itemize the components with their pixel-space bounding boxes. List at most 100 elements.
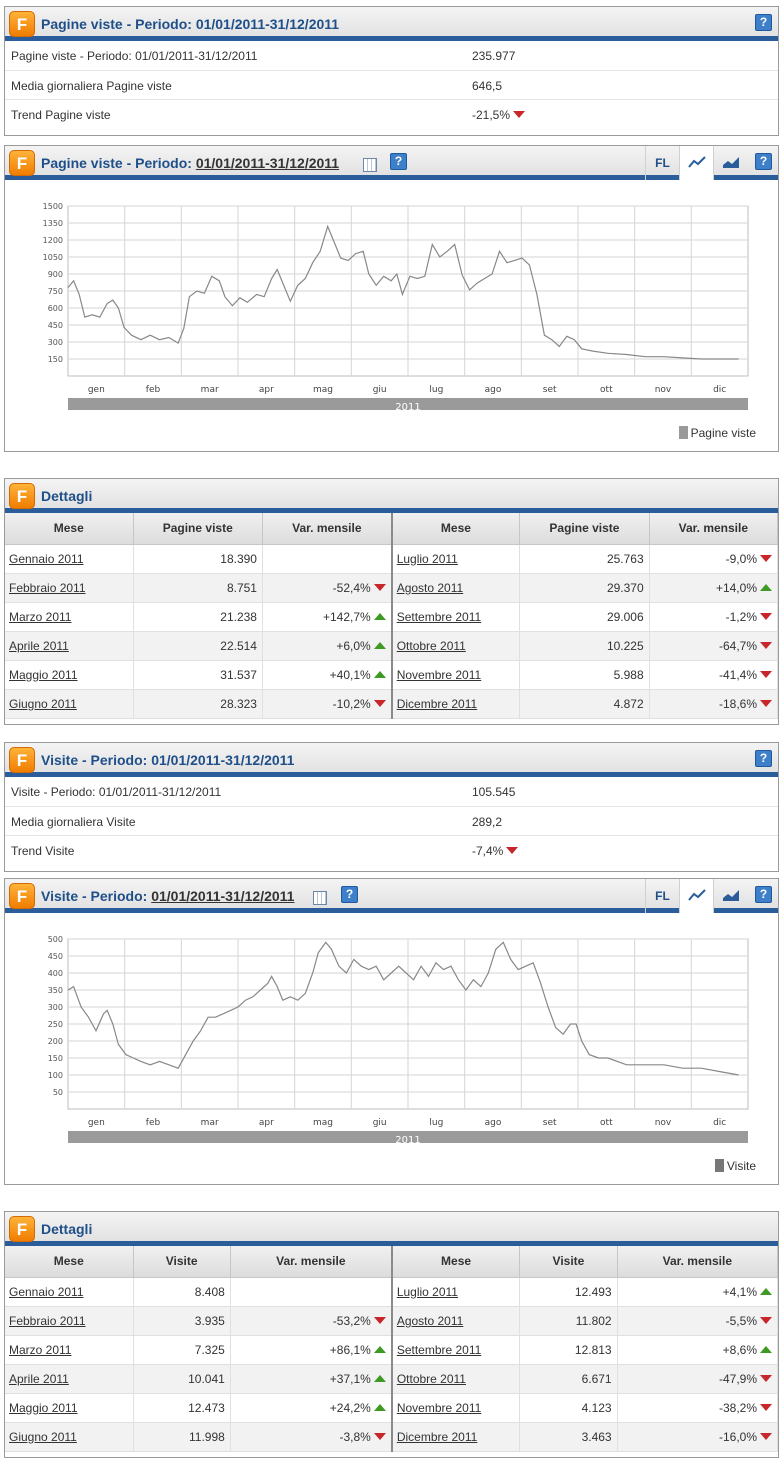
y-tick-label: 200 [48, 1037, 63, 1046]
help-icon[interactable]: ? [341, 886, 358, 903]
F-logo-icon: F [9, 747, 35, 773]
value-cell: 3.463 [519, 1422, 618, 1452]
month-link[interactable]: Agosto 2011 [391, 573, 521, 603]
variation-cell: -5,5% [617, 1306, 779, 1336]
variation-cell: -38,2% [617, 1393, 779, 1423]
column-header: Mese [391, 513, 521, 545]
down-arrow-icon [760, 670, 772, 678]
month-link[interactable]: Dicembre 2011 [391, 1422, 521, 1452]
table-row: Marzo 2011 7.325 +86,1% Settembre 2011 12.81… [5, 1335, 779, 1365]
variation-value: +6,0% [336, 638, 371, 653]
variation-cell: -1,2% [649, 602, 779, 632]
v-chart-header: F Visite - Periodo: 01/01/2011-31/12/201… [5, 879, 778, 913]
area-chart-icon [722, 157, 739, 168]
calendar-icon[interactable] [313, 891, 327, 905]
up-arrow-icon [760, 583, 772, 591]
month-link[interactable]: Maggio 2011 [5, 660, 134, 690]
column-header: Var. mensile [617, 1246, 779, 1278]
value-cell: 5.988 [519, 660, 650, 690]
variation-cell: +37,1% [230, 1364, 393, 1394]
down-arrow-icon [513, 111, 526, 118]
month-link[interactable]: Marzo 2011 [5, 602, 134, 632]
area-chart-button[interactable] [713, 879, 747, 913]
month-link[interactable]: Dicembre 2011 [391, 689, 521, 719]
kv-value: 105.545 [472, 785, 516, 799]
line-chart-button[interactable] [679, 146, 713, 180]
pv-summary-panel: F Pagine viste - Periodo: 01/01/2011-31/… [4, 6, 779, 136]
period-link[interactable]: 01/01/2011-31/12/2011 [151, 888, 295, 904]
table-row: Aprile 2011 10.041 +37,1% Ottobre 2011 6.671… [5, 1364, 779, 1394]
v-chart-area: 50 100 150 200 250 300 350 400 450 500 gen feb mar ap… [5, 913, 778, 1173]
month-link[interactable]: Giugno 2011 [5, 689, 134, 719]
variation-cell: -3,8% [230, 1422, 393, 1452]
variation-value: -64,7% [718, 638, 757, 653]
up-arrow-icon [373, 1403, 386, 1411]
month-link[interactable]: Maggio 2011 [5, 1393, 134, 1423]
period-link[interactable]: 01/01/2011-31/12/2011 [195, 155, 340, 171]
value-cell: 29.370 [519, 573, 650, 603]
help-icon[interactable]: ? [390, 153, 407, 170]
month-link[interactable]: Agosto 2011 [391, 1306, 521, 1336]
month-link[interactable]: Ottobre 2011 [391, 631, 521, 661]
variation-value: -1,2% [725, 609, 757, 624]
month-link[interactable]: Febbraio 2011 [5, 573, 134, 603]
y-tick-label: 600 [48, 304, 63, 313]
x-tick-label: set [543, 1118, 557, 1128]
legend-label: Visite [726, 1159, 756, 1173]
variation-value: +37,1% [329, 1371, 371, 1386]
help-icon[interactable]: ? [755, 750, 772, 767]
month-link[interactable]: Gennaio 2011 [5, 1277, 134, 1307]
y-tick-label: 900 [48, 270, 63, 279]
x-tick-label: gen [88, 1118, 105, 1128]
month-link[interactable]: Luglio 2011 [391, 1277, 521, 1307]
y-tick-label: 400 [48, 969, 63, 978]
column-header: Var. mensile [230, 1246, 393, 1278]
y-tick-label: 50 [53, 1088, 63, 1097]
value-cell: 31.537 [133, 660, 263, 690]
area-chart-button[interactable] [713, 146, 747, 180]
line-chart-icon [687, 889, 706, 901]
calendar-icon[interactable] [363, 158, 377, 172]
variation-value: +24,2% [329, 1400, 371, 1415]
month-link[interactable]: Febbraio 2011 [5, 1306, 134, 1336]
line-chart-button[interactable] [679, 879, 713, 913]
month-link[interactable]: Giugno 2011 [5, 1422, 134, 1452]
pv-line-chart: 150 300 450 600 750 900 1050 1200 1350 1500 gen feb… [43, 202, 749, 414]
column-header: Visite [133, 1246, 231, 1278]
x-tick-label: apr [259, 1118, 274, 1128]
month-link[interactable]: Gennaio 2011 [5, 544, 134, 574]
variation-cell [230, 1277, 393, 1307]
x-tick-label: ago [485, 385, 502, 395]
value-cell: 11.998 [133, 1422, 231, 1452]
column-header: Pagine viste [519, 513, 650, 545]
y-tick-label: 1500 [43, 202, 63, 211]
month-link[interactable]: Marzo 2011 [5, 1335, 134, 1365]
x-tick-label: ott [600, 385, 613, 395]
help-icon[interactable]: ? [755, 886, 772, 903]
month-link[interactable]: Settembre 2011 [391, 1335, 521, 1365]
F-logo-icon: F [9, 883, 35, 909]
help-icon[interactable]: ? [755, 153, 772, 170]
help-icon[interactable]: ? [755, 14, 772, 31]
kv-value: -21,5% [472, 108, 526, 122]
fl-button[interactable]: FL [645, 879, 679, 913]
month-link[interactable]: Ottobre 2011 [391, 1364, 521, 1394]
month-link[interactable]: Aprile 2011 [5, 631, 134, 661]
table-header-row: Mese Pagine viste Var. mensile Mese Pagine v… [5, 513, 779, 545]
month-link[interactable]: Settembre 2011 [391, 602, 521, 632]
y-tick-label: 1350 [43, 219, 63, 228]
table-row: Maggio 2011 12.473 +24,2% Novembre 2011 4.12… [5, 1393, 779, 1423]
month-link[interactable]: Luglio 2011 [391, 544, 521, 574]
month-link[interactable]: Novembre 2011 [391, 1393, 521, 1423]
fl-button[interactable]: FL [645, 146, 679, 180]
table-header-row: Mese Visite Var. mensile Mese Visite Var. men… [5, 1246, 779, 1278]
y-tick-label: 450 [48, 321, 63, 330]
area-chart-icon [722, 890, 739, 901]
up-arrow-icon [373, 641, 386, 649]
month-link[interactable]: Novembre 2011 [391, 660, 521, 690]
column-header: Var. mensile [649, 513, 779, 545]
y-tick-label: 450 [48, 952, 63, 961]
table-row: Giugno 2011 11.998 -3,8% Dicembre 2011 3.463… [5, 1422, 779, 1452]
kv-label: Trend Visite [11, 844, 75, 858]
month-link[interactable]: Aprile 2011 [5, 1364, 134, 1394]
